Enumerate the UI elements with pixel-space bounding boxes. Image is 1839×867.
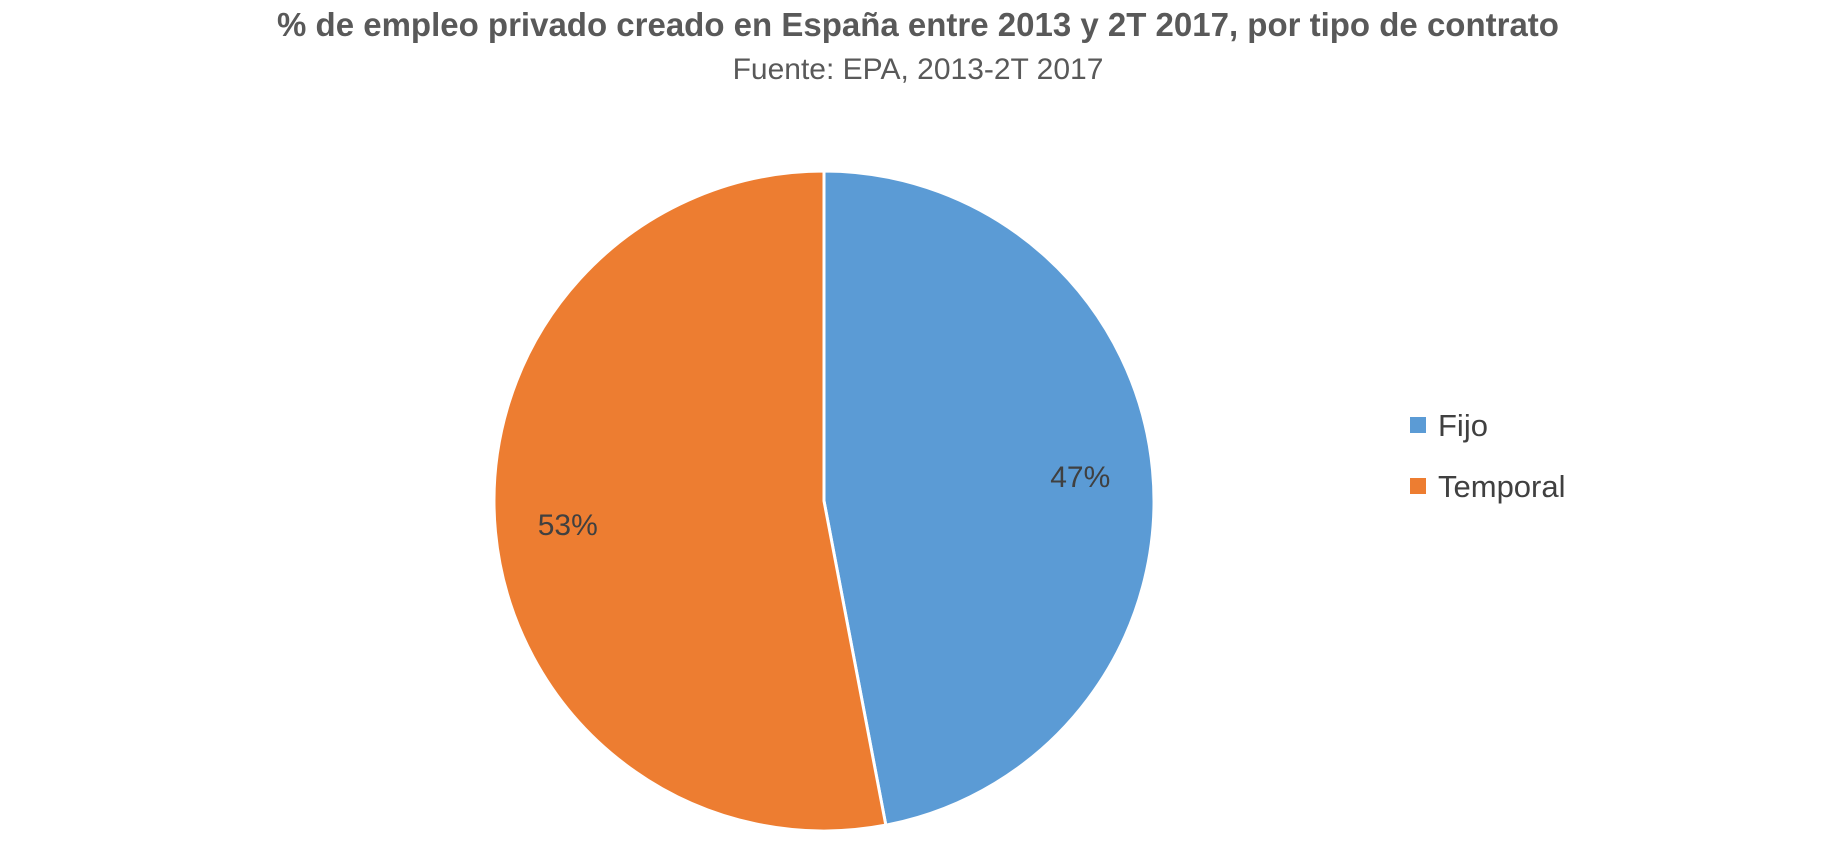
pie-data-labels: 47% 53% bbox=[538, 461, 1111, 542]
legend-label-fijo: Fijo bbox=[1438, 408, 1488, 443]
pie-slice-fijo bbox=[822, 169, 1156, 827]
legend-label-temporal: Temporal bbox=[1438, 469, 1566, 504]
pie-slice-temporal bbox=[492, 169, 888, 833]
legend-swatch-fijo bbox=[1410, 417, 1426, 433]
legend: Fijo Temporal bbox=[1410, 408, 1566, 504]
chart-subtitle: Fuente: EPA, 2013-2T 2017 bbox=[733, 53, 1104, 86]
data-label-fijo: 47% bbox=[1050, 461, 1110, 494]
legend-swatch-temporal bbox=[1410, 478, 1426, 494]
chart-title: % de empleo privado creado en España ent… bbox=[277, 6, 1559, 43]
data-label-temporal: 53% bbox=[538, 509, 598, 542]
pie-slices bbox=[492, 169, 1156, 833]
